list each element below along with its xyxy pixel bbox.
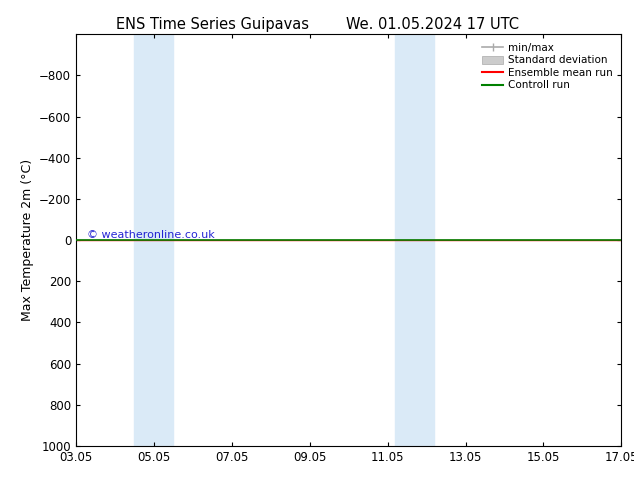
Text: © weatheronline.co.uk: © weatheronline.co.uk <box>87 230 215 240</box>
Legend: min/max, Standard deviation, Ensemble mean run, Controll run: min/max, Standard deviation, Ensemble me… <box>479 40 616 94</box>
Text: ENS Time Series Guipavas        We. 01.05.2024 17 UTC: ENS Time Series Guipavas We. 01.05.2024 … <box>115 17 519 32</box>
Bar <box>396 34 434 446</box>
Y-axis label: Max Temperature 2m (°C): Max Temperature 2m (°C) <box>20 159 34 321</box>
Bar <box>134 34 174 446</box>
